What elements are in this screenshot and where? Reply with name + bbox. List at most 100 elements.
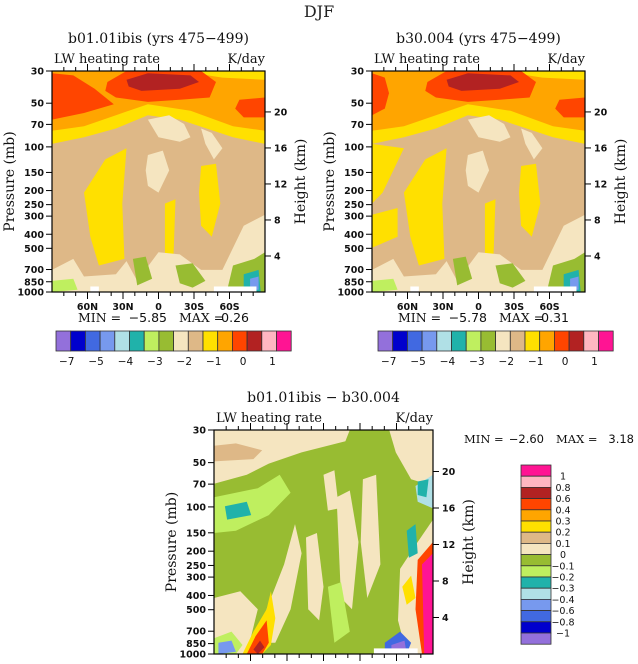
panel-b01-01ibis: b01.01ibis (yrs 475−499) LW heating rate K… — [2, 31, 309, 325]
pressure-tick-label: 250 — [24, 200, 44, 211]
pressure-tick-label: 100 — [24, 142, 44, 153]
height-tick-label: 20 — [274, 107, 288, 118]
contour-region — [52, 73, 114, 120]
colorbar-label: 0.3 — [555, 517, 570, 528]
pressure-tick-label: 70 — [351, 120, 365, 131]
colorbar-label: 0.4 — [555, 505, 570, 516]
contour-region — [164, 199, 176, 259]
contour-region — [406, 524, 418, 558]
height-tick-label: 16 — [594, 143, 608, 154]
pressure-tick-label: 30 — [31, 67, 45, 78]
contour-region — [403, 148, 447, 266]
min-label: MIN = — [398, 310, 441, 325]
contour-region — [484, 199, 496, 259]
pressure-tick-label: 200 — [186, 547, 206, 558]
colorbar-swatch — [451, 330, 467, 352]
colorbar-label: −7 — [59, 356, 74, 368]
colorbar-swatch — [520, 498, 552, 511]
contour-region — [199, 163, 221, 237]
colorbar-label: −0.6 — [551, 606, 574, 617]
pressure-tick-label: 1000 — [18, 288, 45, 299]
pressure-tick-label: 300 — [344, 212, 364, 223]
contour-region — [253, 640, 265, 654]
colorbar-label: 0.1 — [555, 539, 570, 550]
contour-region — [495, 263, 526, 288]
contour-region — [84, 148, 127, 266]
panel-title: b30.004 (yrs 475−499) — [396, 31, 561, 47]
pressure-tick-label: 150 — [344, 168, 364, 179]
colorbar-label: −1 — [206, 356, 221, 368]
pressure-tick-label: 300 — [24, 212, 44, 223]
contour-region — [446, 73, 519, 91]
contour-region — [132, 256, 153, 286]
colorbar-label: −0.4 — [551, 595, 574, 606]
colorbar-swatch — [520, 621, 552, 634]
colorbar-label: 0 — [560, 550, 566, 561]
contour-region — [372, 73, 389, 116]
panel-left-label: LW heating rate — [374, 52, 480, 67]
colorbar-swatch — [554, 330, 570, 352]
colorbar-swatch — [99, 330, 116, 352]
y-axis-right-label: Height (km) — [613, 139, 629, 225]
colorbar-swatch — [520, 565, 552, 578]
contour-field — [214, 430, 433, 654]
colorbar-swatch — [520, 486, 552, 499]
y-axis-label: Pressure (mb) — [322, 131, 338, 231]
height-tick-label: 4 — [594, 251, 601, 262]
pressure-tick-label: 30 — [193, 426, 207, 437]
colorbar-label: −1 — [556, 629, 570, 640]
colorbar-swatch — [509, 330, 526, 352]
colorbar-swatch — [436, 330, 452, 352]
colorbar-swatch — [246, 330, 263, 352]
colorbar-label: 1 — [560, 472, 566, 483]
pressure-tick-label: 200 — [344, 186, 364, 197]
y-axis-label: Pressure (mb) — [2, 131, 18, 231]
contour-region — [175, 263, 206, 288]
colorbar-swatch — [261, 330, 277, 352]
colorbar-swatch — [520, 531, 552, 544]
height-tick-label: 8 — [594, 215, 601, 226]
colorbar-swatch — [114, 330, 130, 352]
contour-field — [372, 71, 585, 292]
colorbar-swatch — [520, 587, 552, 600]
contour-region — [126, 73, 199, 91]
pressure-tick-label: 70 — [193, 480, 207, 491]
panel-title: b01.01ibis − b30.004 — [247, 390, 400, 406]
height-tick-label: 16 — [274, 143, 288, 154]
contour-region — [52, 278, 78, 292]
colorbar-swatch — [520, 509, 552, 522]
colorbar-swatch — [406, 330, 423, 352]
contour-region — [402, 575, 416, 605]
colorbar-swatch — [520, 475, 552, 488]
panel-units-label: K/day — [227, 52, 265, 67]
height-tick-label: 4 — [442, 613, 449, 624]
colorbar-label: −1 — [528, 356, 543, 368]
colorbar-swatch — [598, 330, 614, 352]
contour-region — [224, 501, 252, 520]
pressure-tick-label: 250 — [344, 200, 364, 211]
max-value: 0.31 — [541, 310, 569, 325]
colorbar-label: −5 — [410, 356, 425, 368]
colorbar-label: −7 — [381, 356, 396, 368]
contour-region — [145, 150, 170, 193]
lat-tick-label: 30N — [112, 302, 133, 313]
colorbar-swatch — [392, 330, 408, 352]
contour-region — [372, 143, 404, 204]
colorbar-top-left: −7 −5 −4 −3 −2 −1 0 1 — [55, 330, 292, 368]
contour-region — [214, 443, 263, 462]
colorbar-difference: 10.80.60.40.30.20.10−0.1−0.2−0.3−0.4−0.6… — [520, 464, 575, 645]
contour-region — [422, 553, 433, 654]
pressure-tick-label: 250 — [186, 561, 206, 572]
colorbar-swatch — [524, 330, 541, 352]
lat-tick-label: 60N — [77, 302, 98, 313]
max-label: MAX = — [556, 432, 598, 446]
lat-tick-label: 60S — [219, 302, 239, 313]
contour-region — [201, 128, 223, 160]
colorbar-swatch — [231, 330, 248, 352]
colorbar-swatch — [568, 330, 585, 352]
colorbar-swatch — [465, 330, 482, 352]
colorbar-label: −4 — [118, 356, 134, 368]
colorbar-label: −3 — [147, 356, 162, 368]
contour-region — [372, 278, 398, 292]
